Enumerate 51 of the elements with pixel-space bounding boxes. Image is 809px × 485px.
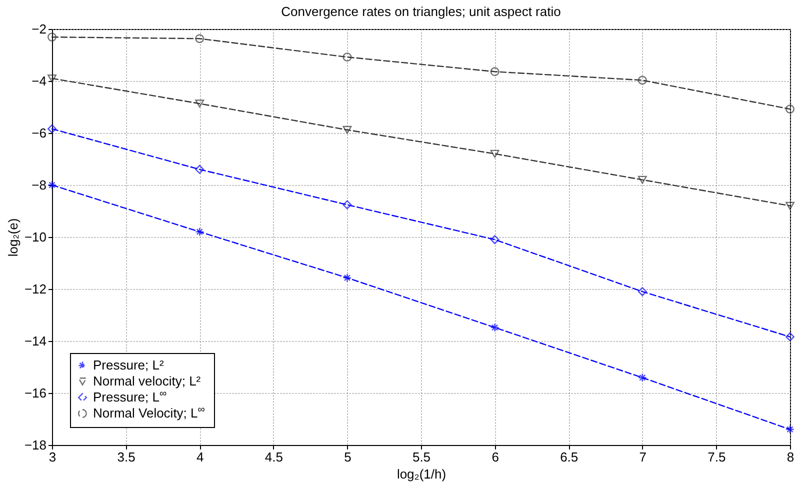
point (638, 373, 647, 382)
x-tick-label: 3.5 (117, 450, 136, 464)
legend-label: Normal velocity; L² (93, 374, 202, 388)
y-tick-label: −6 (32, 126, 46, 140)
x-tick-label: 7 (639, 450, 647, 464)
point (342, 273, 352, 282)
x-tick-label: 5 (344, 450, 352, 464)
x-tick-label: 4 (196, 450, 204, 464)
x-tick-label: 5.5 (412, 450, 431, 464)
y-tick-label: −8 (32, 178, 46, 192)
point (490, 67, 500, 76)
y-tick-label: −18 (24, 438, 46, 452)
x-tick-label: 8 (786, 450, 794, 464)
point (638, 176, 647, 184)
x-axis-title: log₂(1/h) (396, 466, 446, 482)
point (48, 124, 56, 134)
y-axis-title: log₂(e) (5, 218, 20, 257)
point (786, 424, 794, 434)
point (48, 180, 56, 190)
point (786, 104, 794, 114)
point (195, 227, 204, 236)
y-tick-label: −10 (24, 230, 46, 244)
x-tick-label: 6 (492, 450, 499, 464)
point (342, 200, 352, 210)
x-tick-label: 3 (48, 450, 56, 464)
point (195, 100, 204, 108)
x-tick-label: 7.5 (708, 450, 726, 464)
point (195, 34, 204, 44)
y-tick-label: −16 (24, 386, 46, 400)
chart-title: Convergence rates on triangles; unit aspect ratio (281, 4, 561, 19)
point (786, 332, 794, 342)
point (638, 76, 647, 85)
point (48, 32, 56, 42)
legend-label: Pressure; L$^{∞}$ (93, 388, 167, 404)
point (490, 235, 500, 244)
point (490, 323, 500, 332)
legend-label: Normal Velocity; L$^{∞}$ (93, 404, 205, 420)
y-tick-label: −2 (32, 22, 46, 36)
point (786, 202, 794, 210)
x-tick-label: 6.5 (560, 450, 578, 464)
legend-label: Pressure; L² (93, 358, 164, 372)
point (48, 74, 56, 82)
y-tick-label: −12 (24, 282, 46, 296)
x-tick-label: 4.5 (264, 450, 283, 464)
point (342, 52, 352, 62)
y-tick-label: −4 (32, 74, 46, 88)
point (638, 287, 647, 296)
point (490, 150, 500, 158)
point (195, 164, 204, 174)
point (342, 126, 352, 134)
y-tick-label: −14 (24, 334, 46, 348)
